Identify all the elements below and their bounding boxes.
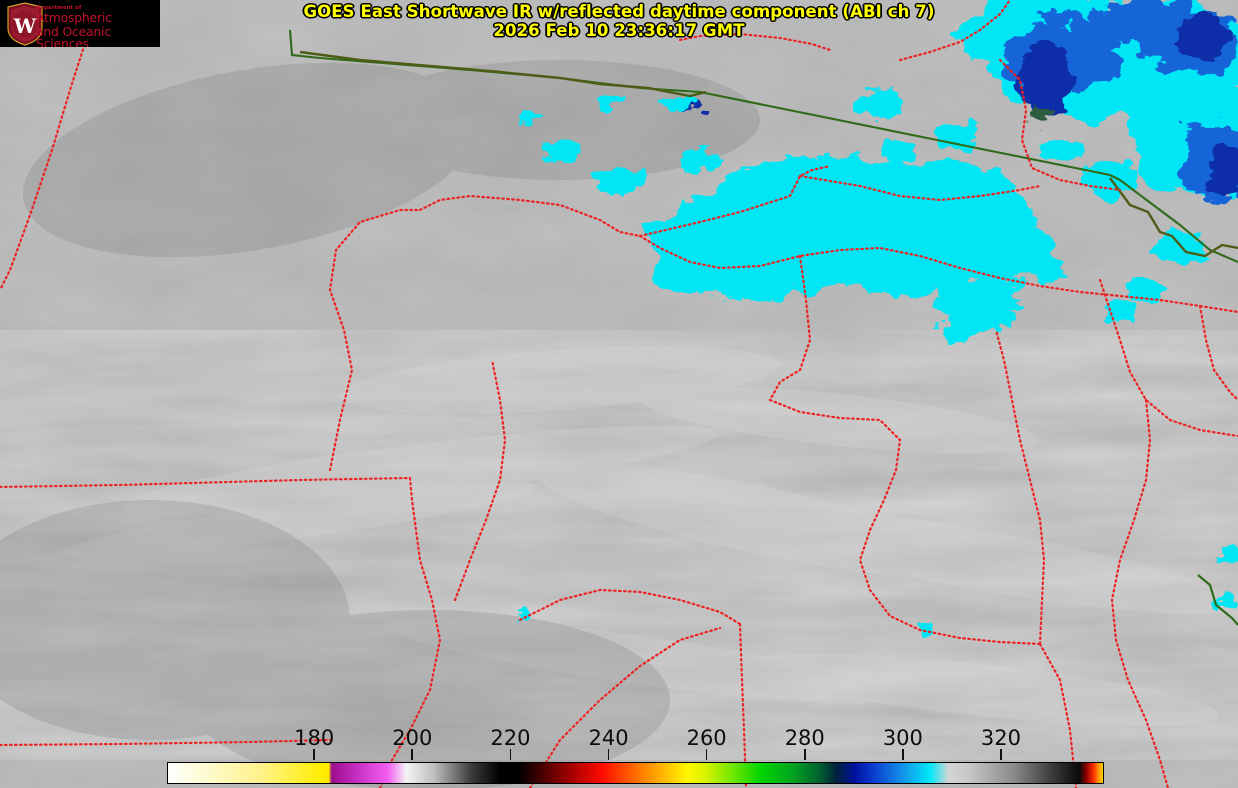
uw-crest-icon: W (7, 2, 43, 46)
logo-line-1: Atmospheric (36, 10, 112, 26)
coastline (299, 50, 1238, 258)
cold-cloud-field (518, 0, 1238, 636)
coastline-lower (1197, 574, 1238, 626)
svg-text:W: W (13, 14, 37, 38)
logo-line-2: and Oceanic Sciences (36, 23, 111, 47)
uw-aos-logo-plate: W Department of Atmospheric and Oceanic … (0, 0, 160, 47)
logo-department-label: Department of (36, 5, 82, 11)
